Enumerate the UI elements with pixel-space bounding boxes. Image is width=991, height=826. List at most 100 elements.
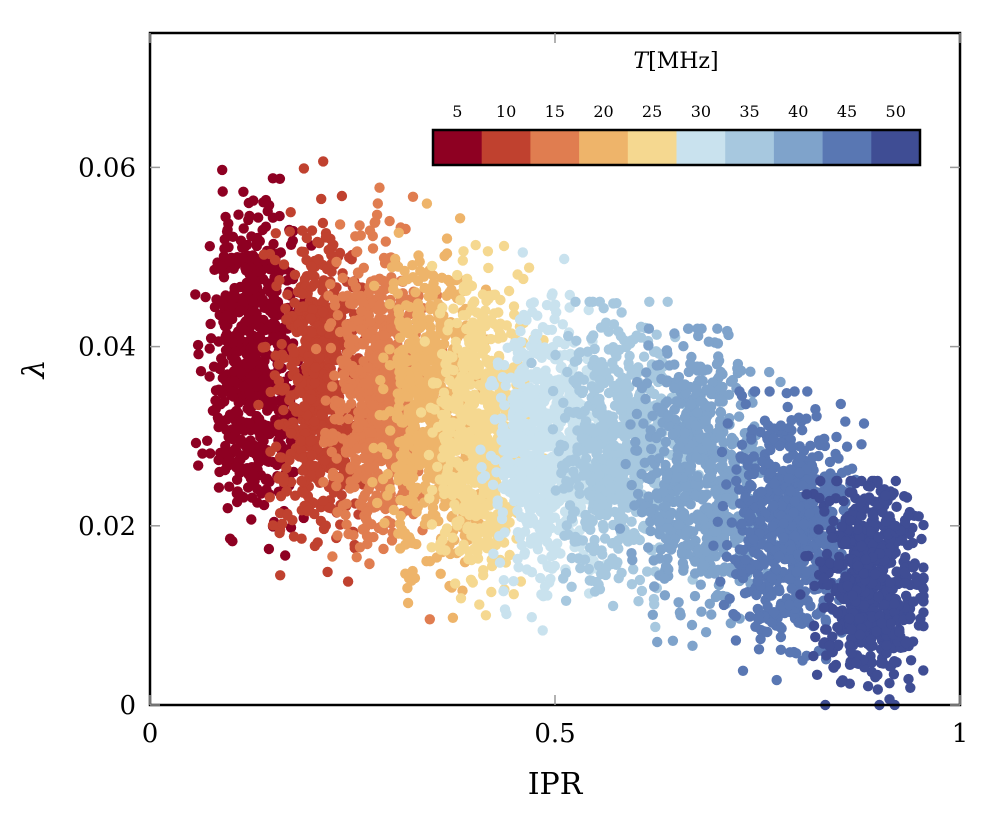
scatter-point bbox=[497, 421, 509, 432]
scatter-point bbox=[278, 259, 290, 270]
scatter-point bbox=[426, 260, 438, 272]
scatter-point bbox=[351, 247, 362, 258]
scatter-point bbox=[336, 190, 348, 202]
scatter-point bbox=[307, 304, 318, 315]
scatter-point bbox=[451, 317, 463, 329]
scatter-point bbox=[542, 560, 553, 571]
scatter-point bbox=[379, 330, 390, 341]
scatter-point bbox=[441, 233, 453, 244]
scatter-point bbox=[496, 513, 508, 525]
scatter-point bbox=[213, 384, 225, 395]
scatter-point bbox=[557, 319, 568, 330]
scatter-point bbox=[487, 479, 499, 490]
scatter-point bbox=[626, 516, 637, 527]
scatter-point bbox=[605, 483, 617, 494]
scatter-point bbox=[284, 226, 295, 237]
scatter-point bbox=[241, 442, 253, 454]
scatter-point bbox=[451, 385, 463, 396]
scatter-point bbox=[428, 278, 439, 289]
scatter-point bbox=[500, 380, 511, 391]
scatter-point bbox=[650, 621, 661, 633]
scatter-point bbox=[362, 506, 373, 517]
scatter-point bbox=[516, 464, 527, 475]
scatter-point bbox=[248, 469, 259, 480]
scatter-point bbox=[454, 213, 466, 224]
scatter-point bbox=[402, 327, 414, 339]
scatter-point bbox=[635, 321, 647, 332]
scatter-point bbox=[575, 563, 586, 574]
scatter-point bbox=[359, 489, 370, 501]
scatter-point bbox=[393, 227, 404, 238]
scatter-point bbox=[426, 366, 437, 377]
scatter-point bbox=[592, 490, 603, 501]
scatter-point bbox=[320, 520, 331, 531]
scatter-point bbox=[356, 306, 367, 317]
scatter-point bbox=[254, 441, 265, 452]
scatter-point bbox=[633, 596, 644, 607]
scatter-point bbox=[301, 505, 313, 517]
scatter-point bbox=[298, 401, 310, 412]
scatter-point bbox=[524, 464, 535, 475]
scatter-point bbox=[488, 289, 499, 301]
scatter-point bbox=[220, 335, 232, 346]
scatter-point bbox=[316, 193, 327, 205]
scatter-point bbox=[427, 290, 438, 301]
scatter-point bbox=[267, 520, 279, 531]
scatter-point bbox=[461, 390, 472, 401]
scatter-point bbox=[449, 499, 460, 510]
scatter-point bbox=[583, 304, 594, 316]
scatter-point bbox=[439, 250, 450, 262]
scatter-point bbox=[204, 371, 215, 382]
scatter-point bbox=[297, 325, 308, 336]
scatter-point bbox=[514, 409, 525, 421]
scatter-point bbox=[310, 343, 322, 355]
scatter-point bbox=[362, 362, 373, 373]
scatter-point bbox=[343, 413, 354, 425]
scatter-point bbox=[607, 600, 619, 612]
scatter-point bbox=[409, 353, 420, 364]
scatter-point bbox=[693, 510, 705, 522]
scatter-point bbox=[263, 543, 275, 555]
scatter-point bbox=[337, 291, 349, 302]
scatter-point bbox=[219, 234, 230, 245]
scatter-point bbox=[454, 375, 465, 386]
scatter-point bbox=[358, 339, 369, 350]
scatter-point bbox=[257, 294, 268, 305]
scatter-point bbox=[378, 352, 389, 363]
scatter-point bbox=[364, 558, 375, 570]
scatter-point bbox=[457, 255, 468, 266]
scatter-point bbox=[204, 241, 215, 252]
scatter-point bbox=[470, 239, 481, 251]
scatter-point bbox=[306, 450, 318, 461]
scatter-point bbox=[452, 418, 463, 429]
scatter-point bbox=[233, 209, 244, 220]
scatter-point bbox=[541, 414, 552, 426]
scatter-point bbox=[382, 469, 393, 480]
scatter-point bbox=[589, 534, 600, 546]
scatter-point bbox=[548, 301, 560, 313]
scatter-point bbox=[394, 366, 405, 378]
scatter-point bbox=[480, 610, 492, 621]
scatter-point bbox=[580, 469, 592, 480]
scatter-point bbox=[320, 427, 331, 439]
scatter-point bbox=[442, 424, 453, 435]
scatter-point bbox=[484, 400, 496, 412]
scatter-point bbox=[384, 215, 395, 227]
scatter-point bbox=[346, 398, 357, 409]
scatter-point bbox=[242, 482, 254, 493]
scatter-point bbox=[624, 401, 636, 412]
scatter-point bbox=[458, 363, 470, 375]
scatter-point bbox=[213, 454, 224, 466]
scatter-point bbox=[395, 378, 406, 389]
scatter-point bbox=[572, 355, 583, 366]
scatter-point bbox=[522, 518, 533, 529]
scatter-point bbox=[458, 246, 469, 257]
scatter-point bbox=[603, 387, 615, 399]
scatter-point bbox=[533, 465, 544, 477]
scatter-point bbox=[404, 301, 415, 313]
scatter-point bbox=[297, 288, 308, 300]
scatter-point bbox=[443, 350, 455, 361]
scatter-point bbox=[493, 307, 504, 318]
scatter-point bbox=[336, 490, 347, 501]
scatter-point bbox=[521, 314, 532, 325]
